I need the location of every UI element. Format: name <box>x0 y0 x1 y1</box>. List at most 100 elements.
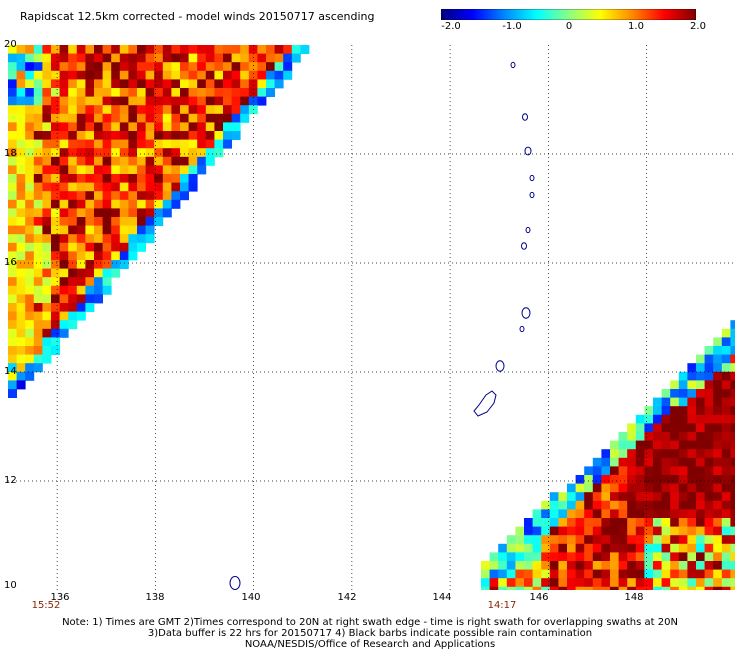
wind-cell <box>627 561 637 570</box>
wind-cell <box>76 148 86 158</box>
wind-cell <box>51 53 60 63</box>
wind-cell <box>274 62 284 72</box>
wind-cell <box>162 122 172 132</box>
colorbar-label: -1.0 <box>502 21 522 32</box>
wind-cell <box>687 552 697 562</box>
wind-cell <box>240 96 250 106</box>
wind-cell <box>721 457 731 467</box>
wind-cell <box>119 62 129 72</box>
wind-cell <box>670 500 680 510</box>
wind-cell <box>584 492 594 502</box>
wind-cell <box>618 552 628 562</box>
wind-cell <box>154 182 164 192</box>
wind-cell <box>248 53 258 63</box>
wind-cell <box>111 62 121 72</box>
wind-cell <box>76 260 86 269</box>
wind-cell <box>627 432 637 441</box>
wind-cell <box>291 45 301 54</box>
wind-cell <box>171 62 181 72</box>
wind-cell <box>635 432 645 441</box>
wind-cell <box>51 45 60 54</box>
wind-cell <box>42 285 52 295</box>
wind-cell <box>713 371 723 381</box>
lon-label: 138 <box>145 592 165 603</box>
wind-cell <box>42 354 52 364</box>
wind-cell <box>610 466 619 476</box>
wind-cell <box>59 303 69 312</box>
wind-cell <box>76 79 86 89</box>
wind-cell <box>721 449 731 459</box>
wind-cell <box>515 543 525 553</box>
wind-difference-map <box>8 45 735 590</box>
wind-cell <box>111 105 121 115</box>
wind-cell <box>8 320 17 330</box>
wind-cell <box>558 552 568 562</box>
wind-cell <box>696 543 705 553</box>
wind-cell <box>498 561 508 570</box>
wind-cell <box>76 165 86 175</box>
wind-cell <box>584 509 594 519</box>
wind-cell <box>704 569 714 579</box>
wind-cell <box>16 380 26 390</box>
island-coastline <box>525 226 531 234</box>
wind-cell <box>687 578 697 588</box>
wind-cell <box>205 148 215 158</box>
wind-cell <box>59 251 69 261</box>
wind-cell <box>661 492 671 502</box>
wind-cell <box>119 208 129 218</box>
wind-cell <box>627 518 637 527</box>
wind-cell <box>661 509 671 519</box>
wind-cell <box>154 191 164 201</box>
wind-cell <box>76 225 86 235</box>
wind-cell <box>627 543 637 553</box>
wind-cell <box>558 578 568 588</box>
wind-cell <box>25 337 35 347</box>
wind-cell <box>76 251 86 261</box>
wind-cell <box>670 569 680 579</box>
wind-cell <box>16 139 26 149</box>
wind-cell <box>128 113 138 123</box>
wind-cell <box>145 139 155 149</box>
wind-cell <box>489 586 499 590</box>
wind-cell <box>154 79 164 89</box>
wind-cell <box>704 449 714 459</box>
wind-cell <box>145 156 155 166</box>
wind-cell <box>119 174 129 183</box>
wind-cell <box>678 569 688 579</box>
wind-cell <box>33 285 43 295</box>
wind-cell <box>610 535 619 545</box>
wind-cell <box>687 389 697 398</box>
wind-cell <box>59 328 69 338</box>
wind-cell <box>128 96 138 106</box>
wind-cell <box>25 303 35 312</box>
wind-cell <box>16 165 26 175</box>
wind-cell <box>42 53 52 63</box>
wind-cell <box>661 466 671 476</box>
wind-cell <box>489 561 499 570</box>
wind-cell <box>33 70 43 80</box>
wind-cell <box>678 578 688 588</box>
wind-cell <box>644 466 654 476</box>
wind-cell <box>670 552 680 562</box>
wind-cell <box>51 225 60 235</box>
wind-cell <box>16 260 26 269</box>
wind-cell <box>721 337 731 347</box>
wind-cell <box>85 96 95 106</box>
wind-cell <box>8 234 17 244</box>
wind-cell <box>730 535 735 545</box>
wind-cell <box>661 397 671 407</box>
wind-cell <box>8 199 17 209</box>
wind-cell <box>532 526 542 536</box>
wind-cell <box>240 53 250 63</box>
wind-cell <box>678 552 688 562</box>
wind-cell <box>687 492 697 502</box>
wind-cell <box>627 500 637 510</box>
wind-cell <box>610 475 619 484</box>
wind-cell <box>635 586 645 590</box>
wind-cell <box>162 62 172 72</box>
wind-cell <box>197 156 207 166</box>
wind-cell <box>498 569 508 579</box>
wind-cell <box>171 96 181 106</box>
wind-cell <box>111 122 121 132</box>
wind-cell <box>687 500 697 510</box>
